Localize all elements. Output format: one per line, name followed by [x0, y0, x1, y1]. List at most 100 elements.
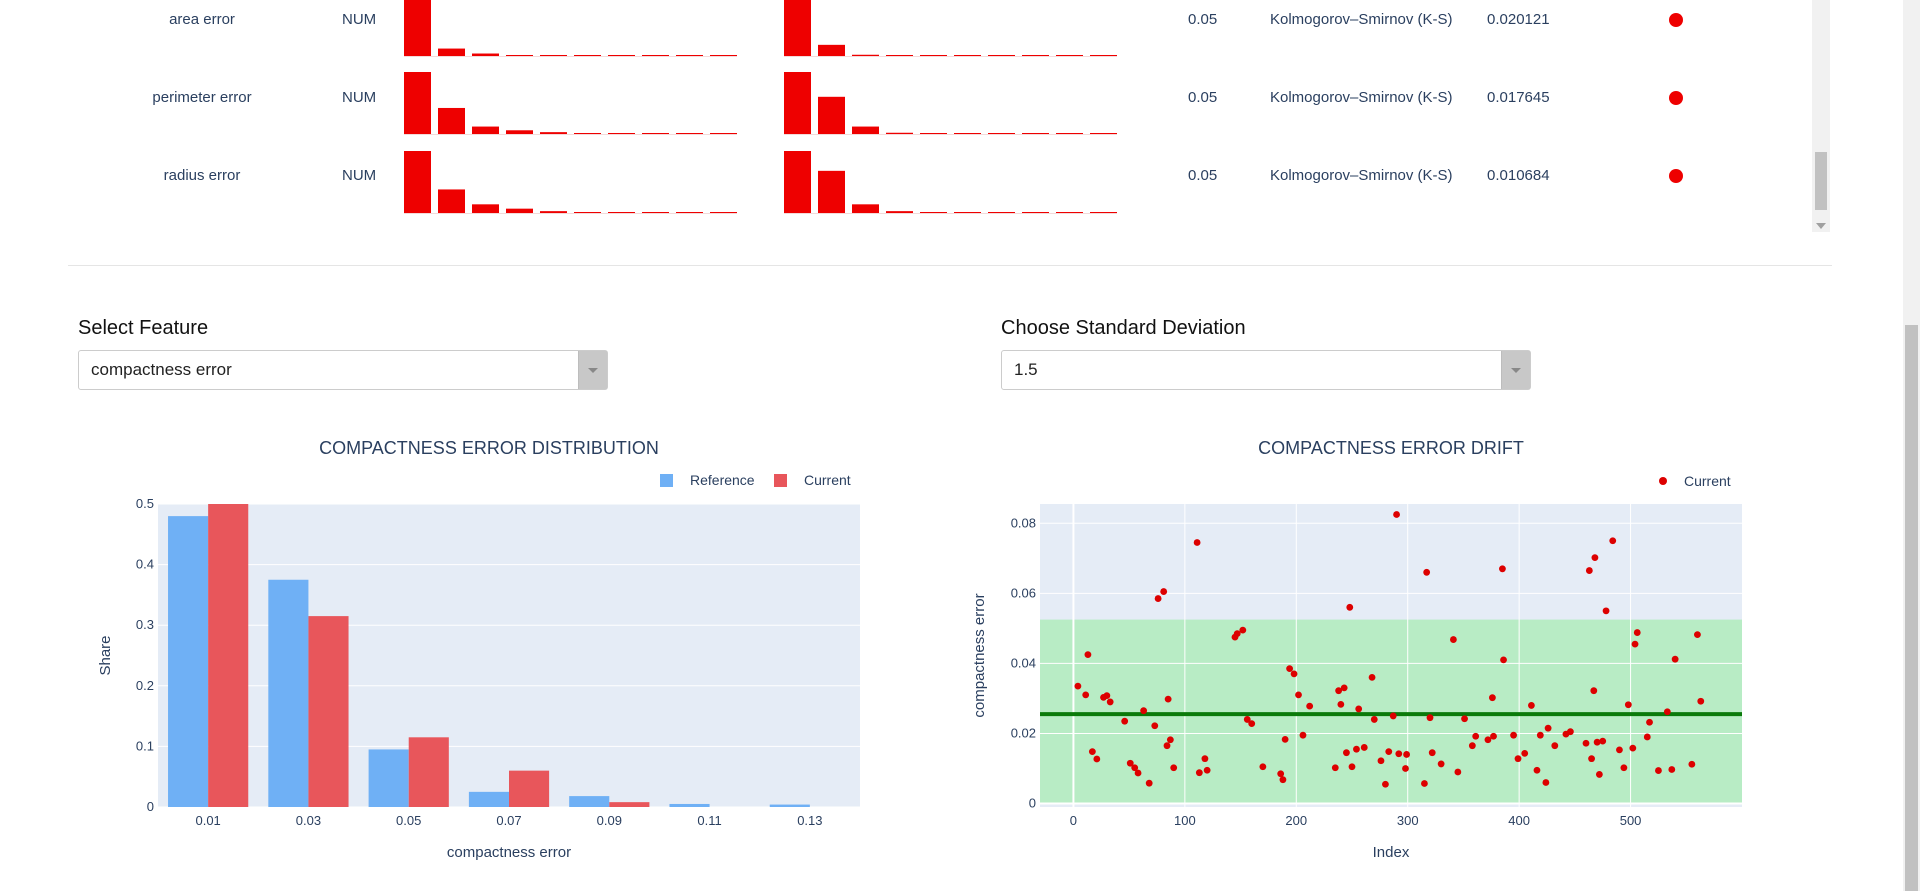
std-dropdown[interactable]: 1.5: [1001, 350, 1531, 390]
x-tick-label: 500: [1620, 813, 1642, 828]
scatter-point: [1395, 750, 1403, 758]
feature-name: radius error: [163, 167, 241, 184]
scatter-point: [1454, 768, 1462, 776]
sparkline-bar: [574, 212, 601, 213]
chevron-down-icon: [588, 368, 598, 373]
scatter-point: [1484, 736, 1492, 744]
feature-dropdown-toggle[interactable]: [578, 351, 607, 389]
drift-threshold: 0.05: [1188, 167, 1218, 184]
std-dropdown-toggle[interactable]: [1501, 351, 1530, 389]
scatter-point: [1103, 692, 1111, 700]
sparkline-bar: [404, 72, 431, 134]
sparkline-bar: [852, 204, 879, 213]
scatter-point: [1620, 764, 1628, 772]
sparkline-bar: [540, 211, 567, 213]
scatter-point: [1368, 673, 1376, 681]
x-tick-label: 300: [1397, 813, 1419, 828]
scatter-point: [1193, 539, 1201, 546]
x-tick-label: 400: [1508, 813, 1530, 828]
sparkline-bar: [852, 126, 879, 134]
sparkline-bar: [574, 55, 601, 56]
y-tick-label: 0: [147, 799, 154, 814]
sparkline-bar: [574, 133, 601, 134]
y-tick-label: 0.06: [1011, 585, 1036, 600]
bar-reference: [268, 579, 309, 807]
scatter-point: [1299, 731, 1307, 739]
scatter-point: [1248, 720, 1256, 728]
x-tick-label: 100: [1174, 813, 1196, 828]
scatter-point: [1542, 779, 1550, 786]
scatter-point: [1353, 745, 1360, 753]
table-scrollbar[interactable]: [1812, 0, 1830, 232]
sparkline-bar: [784, 72, 811, 134]
scatter-point: [1646, 718, 1653, 726]
scatter-point: [1370, 716, 1378, 723]
scatter-point: [1500, 656, 1507, 664]
bar-current: [609, 802, 650, 807]
bar-reference: [468, 791, 509, 807]
sparkline-bar: [404, 151, 431, 213]
y-tick-label: 0.04: [1011, 655, 1036, 670]
scatter-point: [1233, 630, 1241, 638]
sparkline-bar: [818, 170, 845, 213]
sparkline-bar: [886, 55, 913, 56]
feature-dropdown[interactable]: compactness error: [78, 350, 608, 390]
scatter-point: [1243, 716, 1251, 723]
sparkline-bar: [404, 0, 431, 56]
scatter-point: [1426, 714, 1434, 722]
sparkline-bar: [710, 212, 737, 213]
sparkline-bar: [710, 55, 737, 56]
y-tick-label: 0.4: [136, 557, 154, 572]
y-tick-label: 0: [1029, 795, 1036, 810]
scatter-point: [1624, 701, 1632, 709]
chart-title: COMPACTNESS ERROR DRIFT: [1258, 438, 1524, 458]
sparkline-bar: [642, 133, 669, 134]
plot-background: [158, 504, 860, 807]
scatter-point: [1203, 766, 1211, 774]
legend-label: Reference: [690, 472, 755, 488]
x-axis-label: Index: [1373, 844, 1410, 860]
sparkline-bar: [1056, 133, 1083, 134]
distribution-chart: COMPACTNESS ERROR DISTRIBUTION 0 0.1 0.2 0.3…: [97, 438, 860, 860]
scatter-point: [1472, 732, 1480, 740]
bar-current: [509, 770, 550, 807]
page-scrollbar-thumb[interactable]: [1905, 325, 1918, 891]
x-tick-label: 0.09: [597, 813, 622, 828]
sparkline-bar: [1090, 212, 1117, 213]
scatter-point: [1281, 735, 1289, 743]
drift-chart: COMPACTNESS ERROR DRIFT 0 0.02 0.04 0.06 0.08…: [971, 438, 1742, 860]
scatter-point: [1602, 607, 1610, 615]
feature-name: perimeter error: [152, 89, 252, 106]
sparkline-bar: [438, 107, 465, 134]
sparkline-bar: [710, 133, 737, 134]
scatter-point: [1201, 755, 1209, 763]
scatter-point: [1093, 755, 1101, 763]
scroll-down-arrow-icon[interactable]: [1816, 223, 1826, 229]
scatter-point: [1544, 724, 1552, 732]
y-axis-label: compactness error: [971, 593, 988, 717]
table-scrollbar-thumb[interactable]: [1815, 152, 1827, 210]
scatter-point: [1145, 779, 1153, 787]
x-tick-label: 0.11: [697, 813, 721, 828]
scatter-point: [1355, 705, 1363, 713]
sparkline-bar: [886, 132, 913, 134]
bar-reference: [569, 796, 610, 807]
scatter-point: [1551, 742, 1559, 750]
scatter-point: [1437, 760, 1445, 768]
sparkline-bar: [818, 44, 845, 56]
scatter-point: [1489, 694, 1496, 702]
scatter-point: [1348, 763, 1356, 771]
scatter-point: [1126, 759, 1134, 767]
sparkline-bar: [642, 55, 669, 56]
reference-distribution-sparkline: [404, 151, 737, 214]
page-scrollbar[interactable]: [1903, 0, 1920, 891]
scatter-point: [1295, 691, 1302, 699]
section-divider: [68, 265, 1832, 266]
scatter-point: [1671, 655, 1679, 663]
scatter-point: [1499, 565, 1506, 573]
scatter-point: [1510, 731, 1517, 739]
sparkline-bar: [920, 55, 947, 56]
stat-test: Kolmogorov–Smirnov (K-S): [1270, 167, 1453, 184]
stat-test: Kolmogorov–Smirnov (K-S): [1270, 89, 1453, 106]
select-feature-label: Select Feature: [78, 317, 209, 339]
